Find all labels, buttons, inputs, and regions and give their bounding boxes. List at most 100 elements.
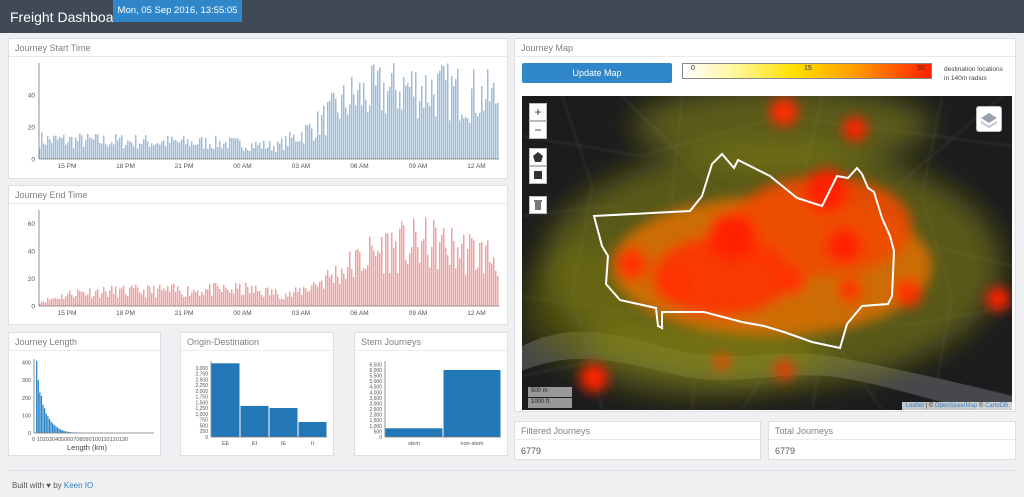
- chart-bar: [109, 144, 111, 159]
- chart-bar: [163, 288, 165, 306]
- chart-bar: [481, 86, 483, 159]
- brand-title[interactable]: Freight Dashboard: [10, 9, 126, 25]
- chart-bar: [179, 142, 181, 159]
- draw-polygon-button[interactable]: [529, 148, 547, 166]
- chart-bar: [351, 76, 353, 159]
- chart-bar: [349, 251, 351, 306]
- chart-bar: [207, 148, 209, 159]
- draw-rectangle-button[interactable]: [529, 166, 547, 184]
- chart-bar: [465, 116, 467, 159]
- chart-bar: [229, 137, 231, 159]
- chart-bar: [415, 71, 417, 159]
- chart-bar: [307, 125, 309, 159]
- y-tick-label: 3,000: [369, 401, 382, 407]
- datetime-button[interactable]: Mon, 05 Sep 2016, 13:55:05: [113, 0, 242, 22]
- chart-bar: [305, 124, 307, 159]
- zoom-out-button[interactable]: −: [529, 121, 547, 139]
- chart-bar: [177, 141, 179, 159]
- chart-bar: [331, 274, 333, 306]
- chart-bar: [497, 276, 499, 306]
- zoom-in-button[interactable]: +: [529, 103, 547, 121]
- x-tick-label: 00 AM: [233, 310, 251, 317]
- chart-bar: [313, 282, 315, 306]
- chart-bar: [169, 142, 171, 159]
- stem-journeys-chart[interactable]: stem non-stem 05001,0001,5002,0002,5003,00…: [355, 351, 507, 456]
- chart-bar: [409, 86, 411, 159]
- chart-bar: [437, 73, 439, 159]
- chart-bar: [457, 247, 459, 306]
- chart-bar: [413, 218, 415, 306]
- chart-bar: [36, 360, 38, 433]
- start-time-chart[interactable]: 40 20 0 15 PM 18 PM 21 PM 00 AM 03 AM 06 AM 09 AM…: [9, 57, 507, 179]
- chart-bar: [489, 101, 491, 159]
- chart-bar: [283, 149, 285, 159]
- chart-bar: [291, 137, 293, 159]
- chart-bar: [55, 426, 57, 433]
- chart-bar: [283, 299, 285, 306]
- chart-bar: [453, 85, 455, 159]
- chart-bar: [477, 267, 479, 306]
- chart-bar: [379, 67, 381, 159]
- chart-bar: [421, 241, 423, 306]
- x-tick-label: 18 PM: [116, 163, 135, 170]
- chart-bar: [317, 111, 319, 159]
- chart-bar: [251, 143, 253, 159]
- chart-bar: [161, 141, 163, 159]
- chart-bar: [189, 295, 191, 306]
- end-time-chart[interactable]: 60 40 20 0 15 PM 18 PM 21 PM 00 AM 03 AM 06 AM 09 …: [9, 204, 507, 325]
- chart-bar: [143, 289, 145, 306]
- chart-bar: [61, 137, 63, 159]
- delete-shape-button[interactable]: [529, 196, 547, 214]
- map-canvas[interactable]: + − 500 m 1000 ft Leaflet | © OpenStreet…: [522, 96, 1012, 410]
- chart-bar: [381, 110, 383, 159]
- openstreetmap-link[interactable]: OpenStreetMap: [934, 403, 978, 409]
- chart-bar: [47, 297, 49, 306]
- chart-bar: [221, 291, 223, 306]
- chart-bar: [87, 133, 89, 159]
- chart-bar: [325, 275, 327, 306]
- chart-bar: [101, 143, 103, 159]
- chart-bar: [385, 233, 387, 306]
- chart-bar: [323, 105, 325, 159]
- chart-bar: [173, 140, 175, 159]
- chart-bar: [299, 141, 301, 159]
- x-tick-label: 00 AM: [233, 163, 251, 170]
- footer-text: by: [50, 481, 64, 490]
- chart-bar: [477, 116, 479, 159]
- layers-button[interactable]: [976, 106, 1002, 132]
- chart-bar: [395, 90, 397, 159]
- chart-bar: [125, 294, 127, 306]
- chart-bar: [479, 242, 481, 306]
- chart-bar: [491, 263, 493, 306]
- chart-bar: [351, 269, 353, 306]
- chart-bar: [129, 287, 131, 306]
- cartodb-link[interactable]: CartoDB: [984, 403, 1008, 409]
- chart-bar: [375, 256, 377, 306]
- chart-bar: [255, 285, 257, 306]
- chart-bar: [411, 71, 413, 159]
- update-map-button[interactable]: Update Map: [522, 63, 672, 83]
- chart-bar: [257, 291, 259, 306]
- chart-bar: [461, 114, 463, 159]
- top-navbar: Freight Dashboard Mon, 05 Sep 2016, 13:5…: [0, 0, 1024, 33]
- chart-bar: [301, 132, 303, 159]
- keen-io-link[interactable]: Keen IO: [63, 481, 94, 490]
- chart-bar: [181, 139, 183, 159]
- chart-bar: [329, 100, 331, 159]
- chart-bar: [423, 107, 425, 159]
- chart-bar: [471, 238, 473, 306]
- chart-bar: [187, 285, 189, 306]
- chart-bar: [247, 286, 249, 306]
- journey-length-chart[interactable]: 400 300 200 100 00 1020304050607080901001101…: [9, 351, 160, 456]
- x-tick-label: IE: [281, 441, 287, 447]
- chart-bar: [235, 138, 237, 159]
- chart-bar: [53, 135, 55, 159]
- leaflet-link[interactable]: Leaflet: [905, 403, 924, 409]
- chart-bar: [127, 140, 129, 159]
- origin-destination-chart[interactable]: EE EI IE II02505007501,0001,2501,5001,7502,…: [181, 351, 333, 456]
- chart-bar: [103, 286, 105, 306]
- chart-bar: [397, 108, 399, 159]
- chart-bar: [303, 143, 305, 159]
- chart-bar: [81, 135, 83, 159]
- chart-bar: [273, 146, 275, 159]
